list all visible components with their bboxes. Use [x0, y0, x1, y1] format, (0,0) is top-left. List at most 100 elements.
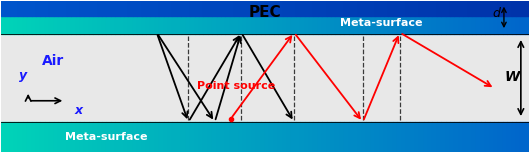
Bar: [423, 122, 428, 152]
Bar: [450, 1, 454, 16]
Bar: [287, 1, 292, 34]
Bar: [490, 1, 494, 34]
Bar: [375, 122, 379, 152]
Bar: [115, 1, 120, 16]
Bar: [102, 1, 107, 34]
Bar: [503, 1, 507, 16]
Bar: [265, 1, 269, 34]
Bar: [221, 1, 225, 34]
Bar: [142, 1, 146, 16]
Text: PEC: PEC: [249, 5, 281, 20]
Bar: [472, 122, 476, 152]
Bar: [393, 122, 397, 152]
Bar: [128, 1, 133, 16]
Bar: [80, 1, 84, 34]
Bar: [318, 122, 322, 152]
Bar: [415, 122, 419, 152]
Bar: [10, 1, 14, 34]
Bar: [384, 122, 388, 152]
Bar: [296, 1, 300, 16]
Bar: [137, 122, 142, 152]
Bar: [58, 122, 63, 152]
Bar: [358, 1, 362, 16]
Bar: [322, 1, 326, 34]
Bar: [305, 122, 309, 152]
Bar: [120, 1, 124, 34]
Bar: [358, 122, 362, 152]
Bar: [89, 1, 93, 16]
Bar: [300, 122, 305, 152]
Bar: [406, 1, 410, 16]
Bar: [379, 1, 384, 34]
Bar: [234, 1, 238, 34]
Bar: [248, 1, 252, 16]
Bar: [326, 1, 331, 16]
Text: Meta-surface: Meta-surface: [65, 132, 148, 142]
Bar: [476, 122, 481, 152]
Bar: [437, 1, 441, 34]
Bar: [204, 122, 208, 152]
Bar: [217, 122, 221, 152]
Bar: [467, 1, 472, 16]
Bar: [54, 1, 58, 34]
Bar: [45, 1, 49, 16]
Bar: [199, 1, 204, 34]
Bar: [217, 1, 221, 34]
Bar: [186, 1, 190, 34]
Bar: [516, 1, 520, 34]
Bar: [27, 1, 31, 16]
Bar: [146, 1, 151, 16]
Bar: [243, 1, 248, 16]
Bar: [375, 1, 379, 34]
Bar: [151, 122, 155, 152]
Bar: [107, 1, 111, 16]
Bar: [397, 1, 402, 16]
Bar: [115, 122, 120, 152]
Bar: [98, 1, 102, 34]
Bar: [151, 1, 155, 16]
Bar: [71, 122, 76, 152]
Bar: [84, 122, 89, 152]
Bar: [10, 122, 14, 152]
Bar: [335, 1, 340, 34]
Bar: [151, 1, 155, 34]
Bar: [76, 1, 80, 34]
Bar: [76, 1, 80, 16]
Bar: [388, 1, 393, 16]
Bar: [366, 122, 370, 152]
Bar: [115, 1, 120, 34]
Bar: [212, 1, 217, 16]
Bar: [511, 1, 516, 16]
Bar: [111, 1, 115, 16]
Bar: [428, 1, 432, 16]
Bar: [256, 1, 261, 16]
Bar: [238, 122, 243, 152]
Bar: [274, 1, 278, 34]
Bar: [349, 1, 353, 34]
Bar: [313, 1, 318, 34]
Bar: [499, 1, 503, 34]
Bar: [217, 1, 221, 16]
Bar: [261, 1, 265, 16]
Bar: [358, 1, 362, 34]
Bar: [1, 122, 5, 152]
Bar: [190, 1, 195, 34]
Bar: [322, 1, 326, 16]
Bar: [142, 122, 146, 152]
Bar: [23, 1, 27, 16]
Bar: [296, 1, 300, 34]
Bar: [230, 1, 234, 34]
Bar: [238, 1, 243, 34]
Bar: [370, 122, 375, 152]
Bar: [98, 1, 102, 16]
Bar: [318, 1, 322, 16]
Bar: [340, 122, 344, 152]
Bar: [93, 1, 98, 16]
Bar: [428, 122, 432, 152]
Bar: [177, 1, 181, 34]
Bar: [305, 1, 309, 34]
Bar: [525, 1, 529, 16]
Bar: [146, 122, 151, 152]
Bar: [19, 1, 23, 16]
Bar: [195, 1, 199, 16]
